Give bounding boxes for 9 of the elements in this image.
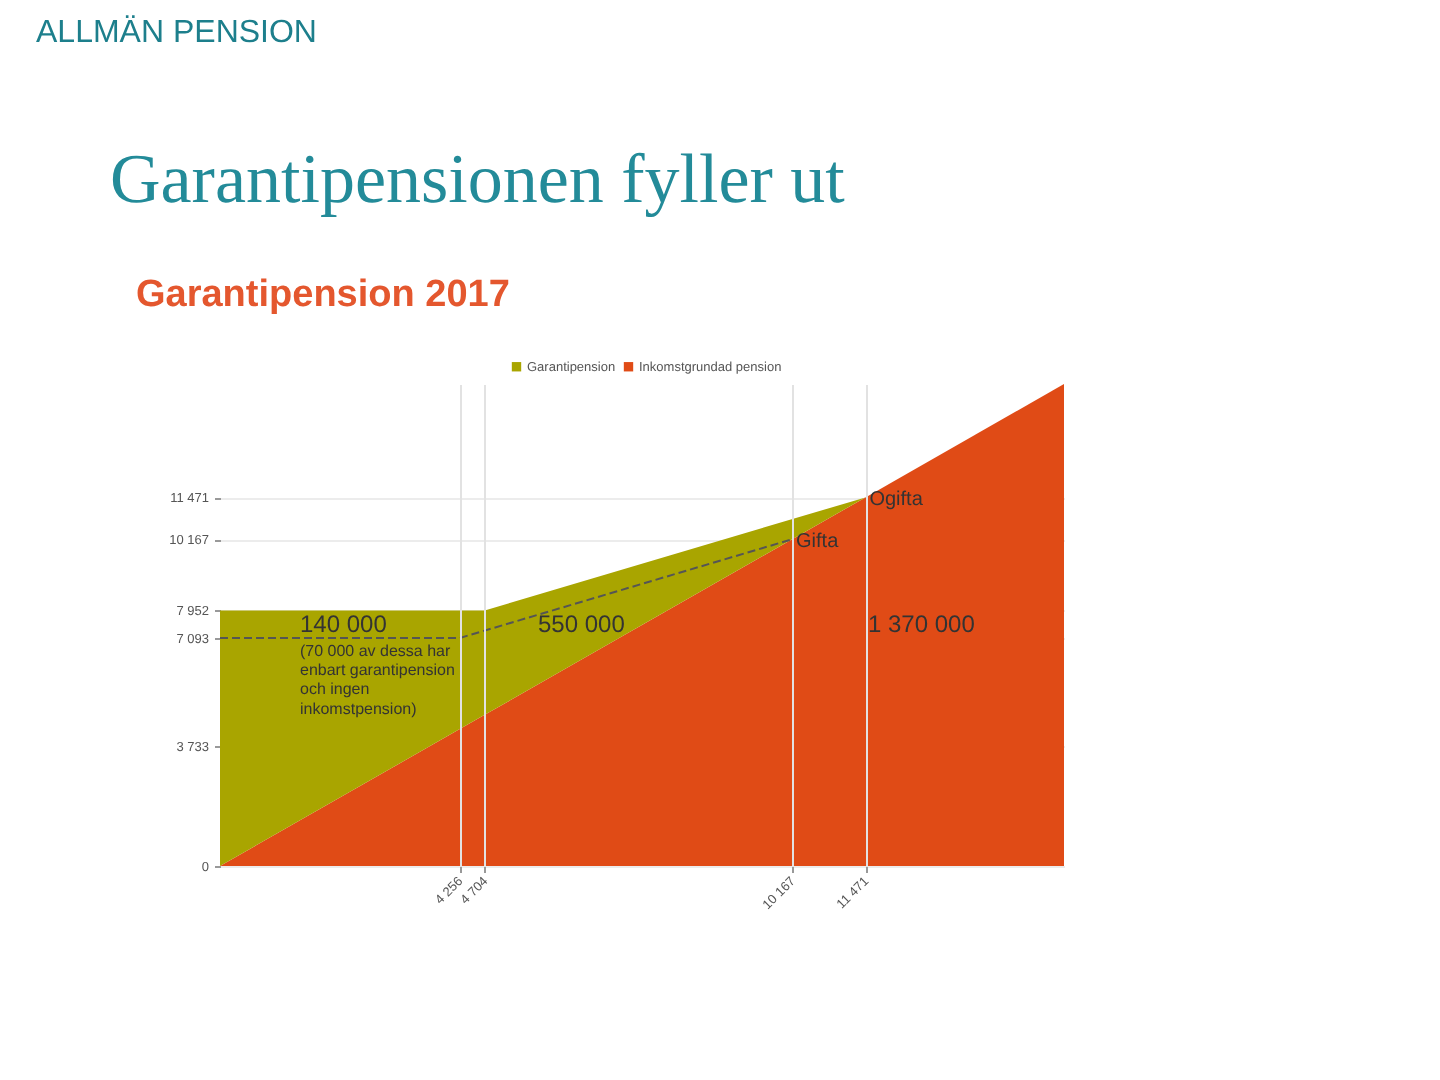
annotation: 140 000 [300,610,388,638]
annotation: 550 000 [538,610,626,638]
annotation: Ogifta [869,489,924,512]
text: ALLMÄN PENSION [36,14,317,50]
annotation: (70 000 av dessa har enbart garantipension och ingen inkomstpension) [300,642,455,718]
chart-title: Garantipensionen fyller ut [110,140,846,218]
chart-subtitle: Garantipension 2017 [136,274,510,316]
annotation: 1 370 000 [868,610,976,638]
annotation: Gifta [796,531,840,554]
